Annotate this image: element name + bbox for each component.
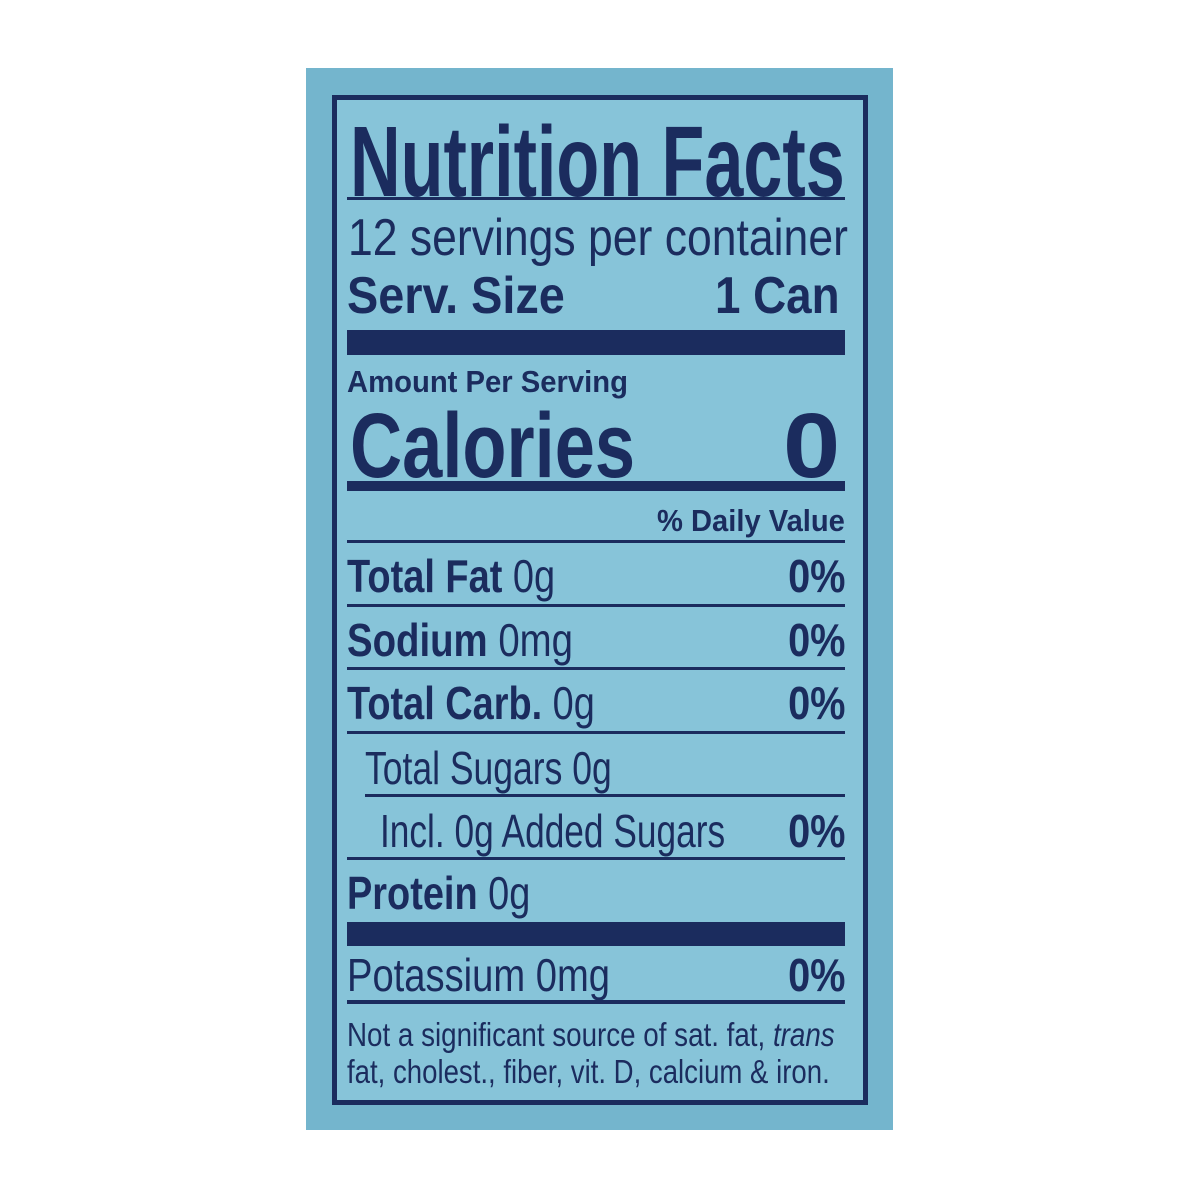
daily-value-header: % Daily Value [657, 503, 845, 538]
divider [347, 667, 845, 670]
nutrient-row-sodium: Sodium 0mg [347, 614, 573, 666]
divider [347, 731, 845, 734]
divider [347, 197, 845, 200]
divider [347, 604, 845, 607]
footnote-line-1: Not a significant source of sat. fat, tr… [347, 1016, 835, 1053]
amount-per-serving: Amount Per Serving [347, 364, 628, 399]
nutrient-row-protein: Protein 0g [347, 867, 531, 919]
dv-total-carb: 0% [787, 677, 845, 729]
divider [347, 1000, 845, 1004]
calories-value: 0 [782, 395, 840, 497]
label-title: Nutrition Facts [350, 106, 845, 218]
thick-divider [347, 330, 845, 355]
nutrient-row-total-sugars: Total Sugars 0g [365, 742, 612, 794]
medium-divider [347, 481, 845, 491]
dv-total-fat: 0% [787, 550, 845, 602]
serving-size-label: Serv. Size [347, 267, 565, 325]
footnote-line-2: fat, cholest., fiber, vit. D, calcium & … [347, 1053, 830, 1090]
divider [347, 857, 845, 860]
serving-size-value: 1 Can [715, 267, 840, 325]
nutrient-row-total-carb: Total Carb. 0g [347, 677, 595, 729]
dv-added-sugars: 0% [787, 805, 845, 857]
thick-divider [347, 922, 845, 946]
nutrient-row-potassium: Potassium 0mg [347, 949, 611, 1001]
nutrient-row-total-fat: Total Fat 0g [347, 550, 556, 602]
nutrient-row-added-sugars: Incl. 0g Added Sugars [380, 805, 726, 857]
servings-per-container: 12 servings per container [348, 209, 848, 267]
divider [365, 794, 845, 797]
divider [347, 540, 845, 543]
dv-potassium: 0% [787, 949, 845, 1001]
calories-label: Calories [350, 395, 636, 497]
dv-sodium: 0% [787, 614, 845, 666]
